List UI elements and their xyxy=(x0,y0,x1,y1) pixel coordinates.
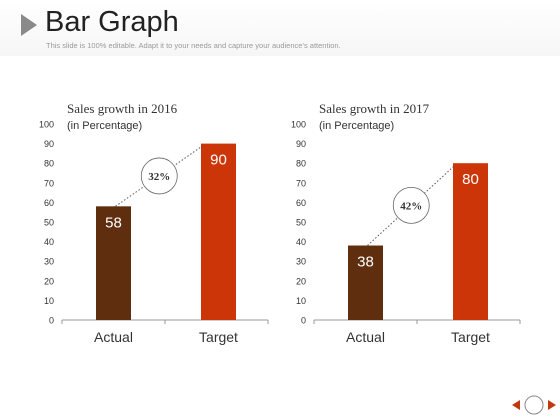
y-tick-label: 10 xyxy=(44,296,54,306)
bar-actual xyxy=(96,206,131,320)
y-tick-label: 100 xyxy=(291,120,306,130)
growth-label: 32% xyxy=(148,171,170,183)
bar-actual xyxy=(348,245,383,320)
bar-value-label: 80 xyxy=(462,171,479,188)
growth-circle xyxy=(140,157,178,195)
x-category-label: Actual xyxy=(94,329,133,345)
y-tick-label: 50 xyxy=(296,218,306,228)
bar-value-label: 58 xyxy=(105,214,122,231)
y-tick-label: 0 xyxy=(49,316,54,326)
chart-title: Sales growth in 2016 xyxy=(67,101,178,116)
circle-icon[interactable] xyxy=(524,395,544,415)
page-subtitle: This slide is 100% editable. Adapt it to… xyxy=(46,41,341,50)
growth-label: 42% xyxy=(400,200,422,212)
growth-connector xyxy=(367,164,456,246)
growth-circle xyxy=(392,186,430,224)
y-tick-label: 20 xyxy=(44,276,54,286)
title-triangle-icon xyxy=(21,14,37,36)
y-tick-label: 90 xyxy=(44,139,54,149)
chart-subtitle: (in Percentage) xyxy=(67,120,142,132)
y-tick-label: 60 xyxy=(44,198,54,208)
y-tick-label: 40 xyxy=(296,237,306,247)
y-tick-label: 20 xyxy=(296,276,306,286)
x-category-label: Target xyxy=(451,329,490,345)
next-arrow-icon[interactable] xyxy=(548,400,556,410)
y-tick-label: 30 xyxy=(296,257,306,267)
y-tick-label: 80 xyxy=(44,159,54,169)
y-tick-label: 0 xyxy=(301,316,306,326)
bar-target xyxy=(453,163,488,320)
bar-target xyxy=(201,143,236,320)
bar-value-label: 38 xyxy=(357,254,374,271)
y-tick-label: 70 xyxy=(44,178,54,188)
bar-value-label: 90 xyxy=(210,152,227,169)
x-category-label: Actual xyxy=(346,329,385,345)
x-category-label: Target xyxy=(199,329,238,345)
y-tick-label: 50 xyxy=(44,218,54,228)
chart-title: Sales growth in 2017 xyxy=(319,101,430,116)
slide-nav xyxy=(512,395,556,415)
y-tick-label: 10 xyxy=(296,296,306,306)
y-tick-label: 30 xyxy=(44,257,54,267)
page-title: Bar Graph xyxy=(45,6,179,38)
header-band xyxy=(0,0,560,56)
y-tick-label: 60 xyxy=(296,198,306,208)
prev-arrow-icon[interactable] xyxy=(512,400,520,410)
y-tick-label: 70 xyxy=(296,178,306,188)
y-tick-label: 80 xyxy=(296,159,306,169)
y-tick-label: 40 xyxy=(44,237,54,247)
y-tick-label: 100 xyxy=(39,120,54,130)
chart-subtitle: (in Percentage) xyxy=(319,120,394,132)
y-tick-label: 90 xyxy=(296,139,306,149)
